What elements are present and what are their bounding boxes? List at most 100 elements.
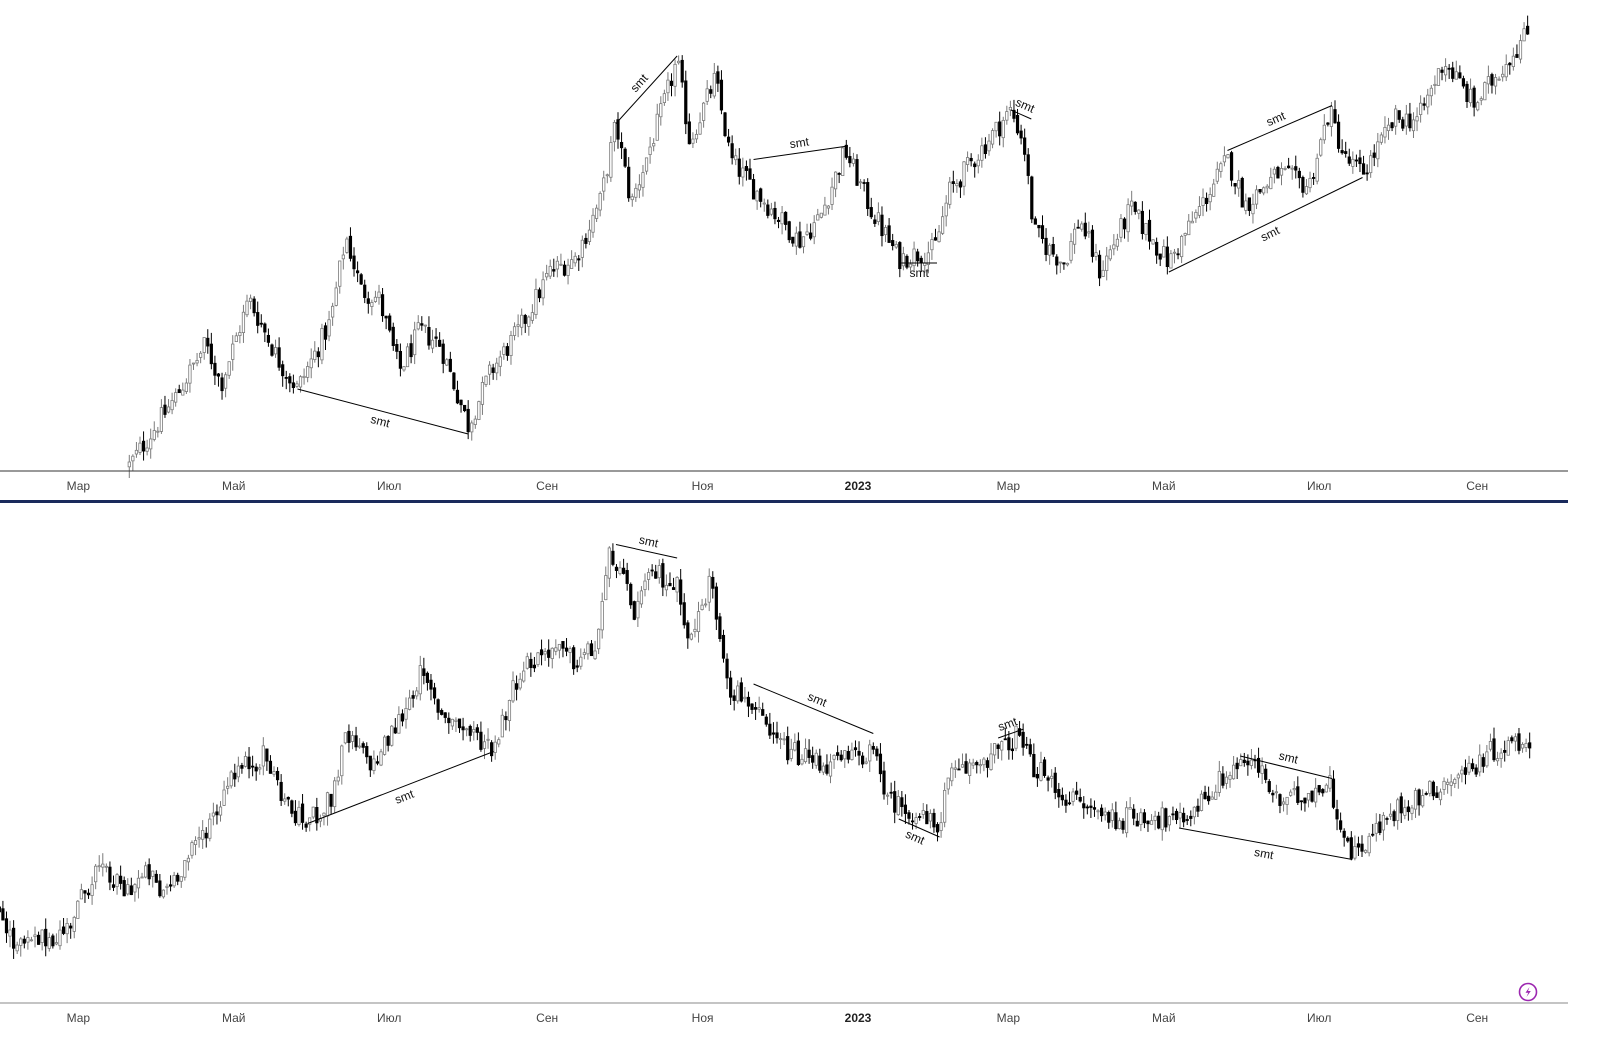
candle-up bbox=[1394, 104, 1398, 135]
candle-up bbox=[311, 806, 315, 820]
candle-body bbox=[1080, 223, 1084, 230]
candle-body bbox=[1221, 773, 1225, 786]
bottom-time-axis[interactable]: Мар Май Июл Сен Ноя 2023 Мар Май Июл Сен bbox=[67, 1011, 1489, 1025]
smt-line[interactable] bbox=[997, 728, 1024, 739]
candle-body bbox=[1356, 843, 1361, 848]
smt-line[interactable] bbox=[615, 544, 678, 559]
smt-annotation[interactable]: smt bbox=[996, 714, 1024, 739]
candle-body bbox=[1042, 759, 1047, 776]
candle-body bbox=[1515, 54, 1519, 58]
candle-body bbox=[457, 718, 462, 729]
lightning-icon[interactable] bbox=[1518, 982, 1538, 1002]
candle-body bbox=[1260, 765, 1264, 774]
candle-body bbox=[796, 740, 800, 765]
candle-body bbox=[1065, 262, 1070, 266]
candle-down bbox=[996, 743, 1000, 759]
candle-down bbox=[957, 758, 961, 771]
smt-annotation[interactable]: smt bbox=[1168, 177, 1363, 273]
candle-up bbox=[179, 876, 183, 888]
smt-line[interactable] bbox=[753, 145, 848, 160]
candle-down bbox=[268, 755, 273, 774]
smt-line[interactable] bbox=[753, 683, 874, 734]
candle-body bbox=[957, 768, 961, 771]
candle-up bbox=[696, 601, 701, 643]
candle-up bbox=[801, 236, 806, 254]
candle-body bbox=[1421, 795, 1425, 807]
smt-annotation[interactable]: smt bbox=[1227, 105, 1333, 151]
smt-line[interactable] bbox=[1227, 105, 1333, 151]
candle-body bbox=[1075, 790, 1079, 795]
candle-up bbox=[58, 920, 62, 950]
candle-body bbox=[341, 254, 345, 260]
candle-body bbox=[170, 400, 174, 411]
candle-body bbox=[413, 329, 417, 356]
smt-annotation[interactable]: smt bbox=[1178, 827, 1353, 862]
candle-down bbox=[1372, 144, 1376, 167]
smt-annotation[interactable]: smt bbox=[753, 134, 848, 160]
candle-body bbox=[1, 908, 5, 921]
candle-body bbox=[1406, 806, 1410, 813]
candle-up bbox=[1289, 789, 1293, 797]
smt-annotation[interactable]: smt bbox=[297, 388, 469, 435]
candle-body bbox=[295, 383, 299, 387]
candle-down bbox=[204, 827, 208, 848]
smt-line[interactable] bbox=[307, 751, 494, 824]
candle-body bbox=[912, 248, 916, 267]
candle-body bbox=[366, 298, 370, 304]
candle-body bbox=[1119, 218, 1123, 238]
smt-annotation[interactable]: smt bbox=[615, 533, 678, 559]
candle-body bbox=[982, 758, 986, 766]
candle-body bbox=[302, 375, 306, 379]
candle-body bbox=[1472, 87, 1476, 108]
candle-body bbox=[291, 382, 295, 389]
smt-annotation[interactable]: smt bbox=[901, 262, 938, 280]
candle-down bbox=[1303, 797, 1307, 812]
pane-separator[interactable] bbox=[0, 500, 1568, 503]
candle-down bbox=[623, 147, 627, 168]
candle-up bbox=[190, 840, 194, 859]
candle-up bbox=[500, 708, 504, 738]
candle-down bbox=[1075, 781, 1079, 800]
smt-annotation[interactable]: smt bbox=[307, 751, 494, 824]
candle-down bbox=[848, 146, 852, 168]
smt-line[interactable] bbox=[898, 818, 940, 838]
candle-body bbox=[1108, 249, 1112, 260]
candle-up bbox=[1324, 783, 1328, 793]
smt-line[interactable] bbox=[615, 55, 678, 124]
candle-body bbox=[1339, 820, 1343, 830]
candle-body bbox=[1189, 815, 1193, 819]
candle-body bbox=[1246, 760, 1250, 766]
candle-body bbox=[794, 232, 798, 247]
candle-body bbox=[472, 729, 476, 733]
candle-body bbox=[466, 408, 470, 433]
candle-body bbox=[129, 885, 133, 896]
candle-down bbox=[240, 762, 244, 774]
candle-body bbox=[1229, 152, 1234, 181]
smt-line[interactable] bbox=[297, 388, 469, 435]
smt-label: smt bbox=[393, 787, 417, 807]
candle-up bbox=[1169, 250, 1173, 269]
candle-body bbox=[1447, 67, 1451, 70]
candle-up bbox=[883, 224, 888, 243]
candle-down bbox=[1089, 798, 1093, 819]
candle-body bbox=[509, 335, 513, 356]
smt-line[interactable] bbox=[1240, 755, 1333, 779]
smt-line[interactable] bbox=[1168, 177, 1363, 273]
smt-annotation[interactable]: smt bbox=[753, 683, 874, 734]
candle-body bbox=[229, 771, 233, 787]
smt-line[interactable] bbox=[1178, 827, 1353, 860]
top-time-axis[interactable]: Мар Май Июл Сен Ноя 2023 Мар Май Июл Сен bbox=[67, 479, 1489, 493]
candle-body bbox=[654, 571, 658, 579]
candle-body bbox=[336, 776, 340, 782]
x-tick-label: Июл bbox=[377, 1011, 401, 1025]
candle-body bbox=[712, 72, 716, 97]
smt-annotation[interactable]: smt bbox=[1240, 748, 1333, 779]
candle-body bbox=[215, 811, 219, 816]
smt-line[interactable] bbox=[1010, 109, 1032, 120]
candle-body bbox=[1199, 793, 1204, 811]
candle-body bbox=[1324, 784, 1328, 793]
candle-down bbox=[1135, 812, 1139, 827]
candle-body bbox=[1003, 738, 1007, 741]
